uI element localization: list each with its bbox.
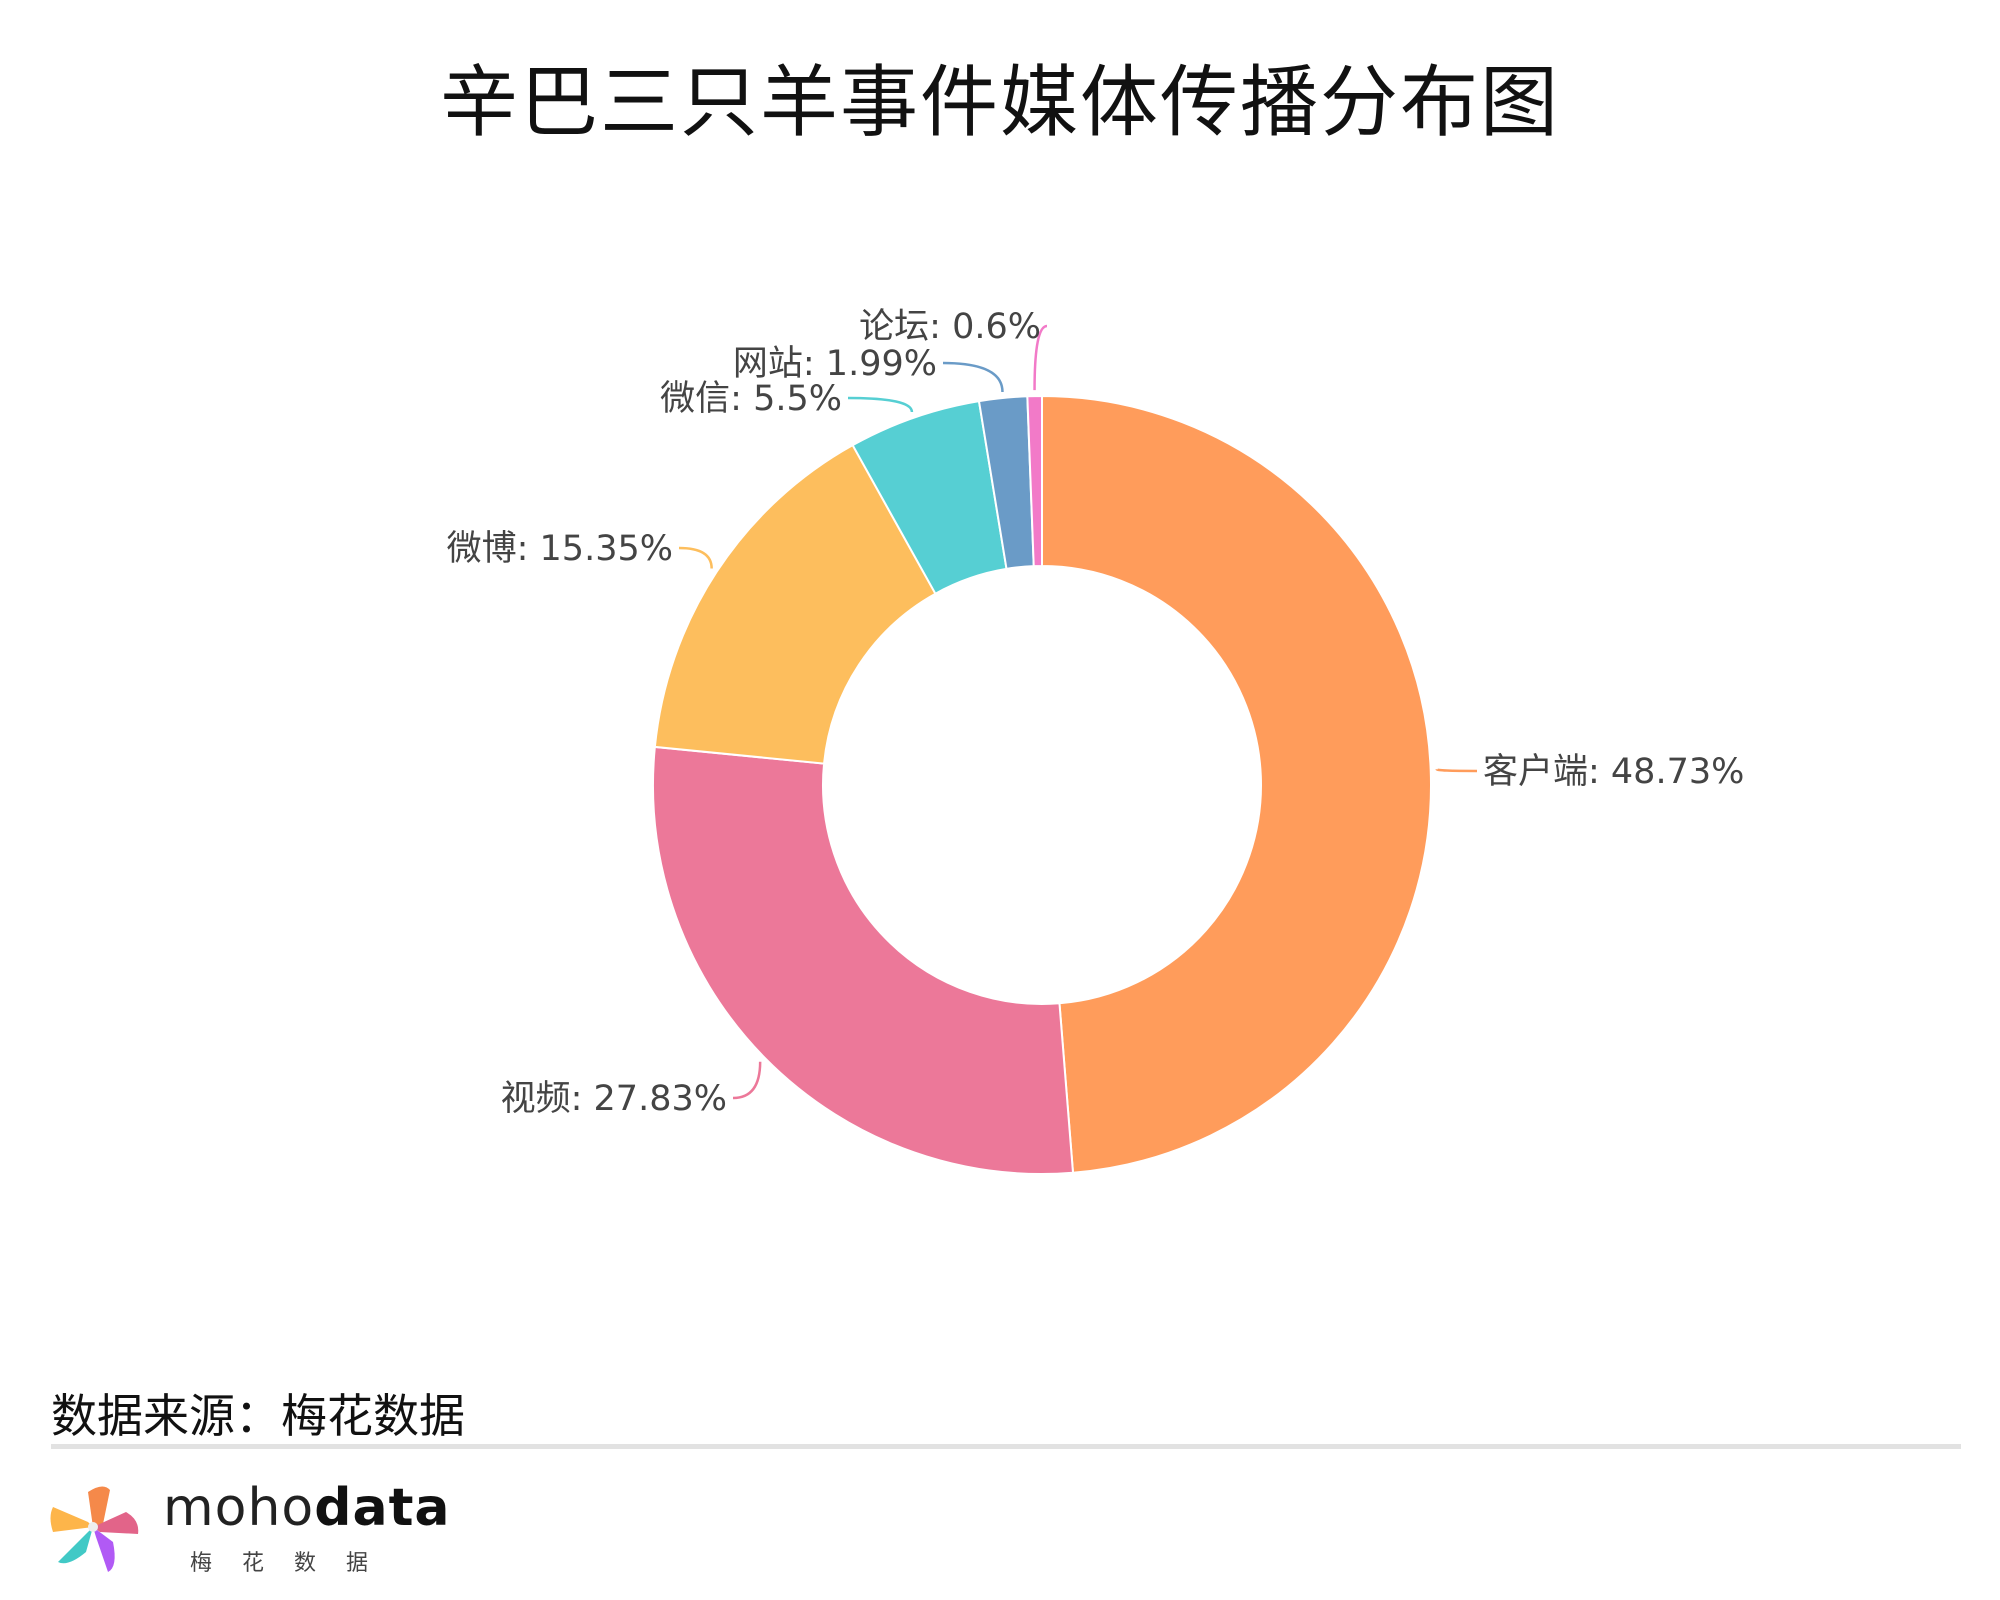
leader-line-0 (1435, 767, 1478, 773)
leader-line-4 (942, 361, 1004, 393)
divider (51, 1444, 1961, 1449)
data-label-1: 视频: 27.83% (501, 1079, 727, 1119)
slice-1[interactable] (652, 745, 1075, 1175)
chart-title: 辛巴三只羊事件媒体传播分布图 (439, 58, 1560, 148)
brand-wordmark: mohodata (163, 1478, 451, 1538)
leader-line-5 (1033, 324, 1048, 391)
leader-line-2 (678, 546, 713, 569)
brand-subtitle: 梅花数据 (190, 1551, 399, 1576)
slice-2[interactable] (653, 443, 937, 765)
leader-line-1 (732, 1061, 762, 1100)
data-label-5: 论坛: 0.6% (859, 307, 1041, 347)
data-label-4: 网站: 1.99% (733, 344, 937, 384)
data-label-2: 微博: 15.35% (447, 529, 673, 569)
leader-line-3 (847, 396, 914, 413)
data-label-0: 客户端: 48.73% (1483, 752, 1744, 792)
slice-5[interactable] (1026, 394, 1043, 568)
brand-light: moho (163, 1478, 315, 1538)
data-source: 数据来源：梅花数据 (51, 1389, 465, 1443)
pinwheel-logo-icon (50, 1486, 139, 1572)
data-label-3: 微信: 5.5% (660, 379, 842, 419)
slice-0[interactable] (1041, 394, 1432, 1174)
brand-bold: data (314, 1478, 451, 1538)
